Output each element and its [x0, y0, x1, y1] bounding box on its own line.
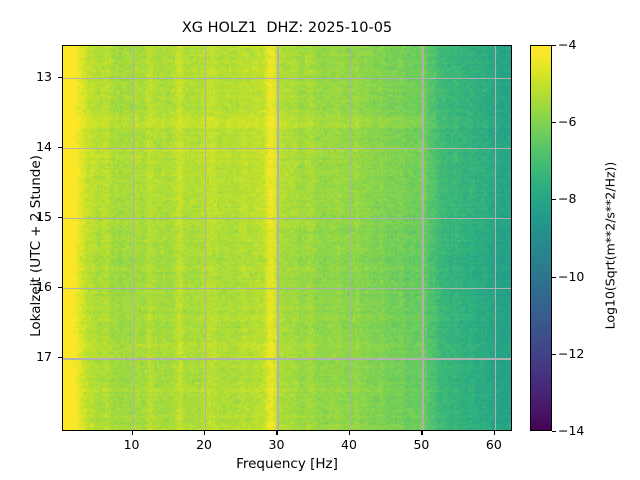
- y-tick-label-16: 16: [36, 279, 52, 295]
- y-tick-15: [58, 216, 62, 219]
- colorbar-tick-label-14: −14: [558, 423, 585, 438]
- x-tick-10: [131, 431, 133, 435]
- y-tick-label-17: 17: [36, 349, 52, 365]
- x-tick-60: [493, 431, 495, 435]
- y-tick-14: [58, 146, 62, 148]
- y-axis-label: Lokalzeit (UTC + 2 Stunde): [28, 155, 44, 337]
- colorbar-tick-14: [552, 431, 556, 433]
- y-tick-16: [58, 287, 62, 289]
- colorbar-tick-8: [552, 199, 556, 201]
- y-tick-17: [58, 357, 62, 359]
- colorbar-tick-label-10: −10: [558, 268, 585, 284]
- colorbar-tick-label-8: −8: [558, 191, 577, 207]
- x-tick-40: [348, 431, 351, 435]
- colorbar-tick-label-12: −12: [558, 345, 585, 361]
- colorbar-label: Log10(Sqrt(m**2/s**2/Hz)): [602, 161, 618, 330]
- colorbar-gradient: [531, 46, 551, 430]
- colorbar-tick-6: [552, 122, 556, 124]
- colorbar-tick-12: [552, 353, 556, 355]
- spectrogram-image: [63, 46, 511, 430]
- x-tick-label-40: 40: [341, 437, 357, 452]
- y-tick-13: [58, 76, 62, 78]
- page-title: XG HOLZ1 DHZ: 2025-10-05: [181, 20, 393, 36]
- x-tick-50: [421, 431, 423, 435]
- x-tick-label-30: 30: [268, 437, 285, 452]
- x-axis-label: Frequency [Hz]: [236, 456, 338, 472]
- x-tick-label-60: 60: [485, 437, 502, 452]
- colorbar-tick-label-4: −4: [558, 37, 577, 52]
- x-tick-30: [276, 431, 278, 435]
- colorbar-tick-4: [552, 45, 556, 47]
- x-tick-label-10: 10: [123, 437, 140, 452]
- y-tick-label-15: 15: [36, 208, 52, 224]
- x-tick-20: [204, 431, 206, 435]
- spectrogram-plot-area: [62, 45, 512, 431]
- y-tick-label-13: 13: [36, 68, 52, 84]
- colorbar: [530, 45, 552, 431]
- x-tick-label-50: 50: [413, 437, 430, 452]
- x-tick-label-20: 20: [196, 437, 212, 452]
- y-tick-label-14: 14: [36, 138, 52, 154]
- colorbar-tick-10: [552, 276, 556, 278]
- colorbar-tick-label-6: −6: [558, 114, 577, 130]
